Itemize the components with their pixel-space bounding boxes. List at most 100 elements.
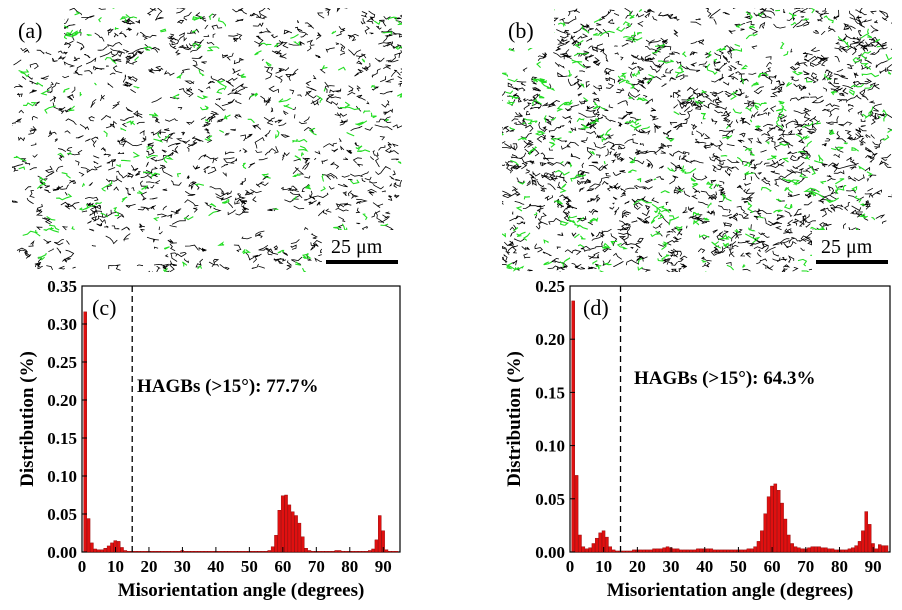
bar-c-17 [137,551,141,553]
bar-d-44 [716,549,720,553]
bar-d-67 [793,546,798,553]
bar-d-39 [699,548,703,553]
bar-d-17 [625,550,629,553]
bar-c-94 [394,551,399,553]
bar-d-56 [756,541,761,553]
bar-d-27 [659,548,663,553]
y-tick-label-c-0.30: 0.30 [47,315,77,334]
histogram-c: 0.00 0.05 0.10 0.15 0.20 0.25 0.30 0.35 0 10 20 30… [17,277,401,601]
bar-c-47 [237,551,241,553]
bar-c-31 [183,551,188,553]
bar-c-89 [378,515,382,553]
scale-bar-a [326,260,398,264]
panel-label-d: (d) [583,295,609,320]
ebsd-map-a: (a) 25 μm [12,8,402,272]
histogram-d: 0.00 0.05 0.10 0.15 0.20 0.25 0 10 20 30 40 50 60 70… [504,277,891,601]
scale-bar-label-a: 25 μm [331,236,383,258]
bar-d-26 [655,548,660,553]
bar-d-53 [746,548,751,553]
x-tick-label-d-80: 80 [831,557,848,576]
bar-d-91 [874,548,879,553]
bar-d-35 [686,549,690,553]
bar-c-4 [93,548,97,553]
bar-c-45 [230,551,235,553]
bar-c-61 [284,494,288,553]
bar-c-16 [133,551,138,553]
x-tick-label-d-40: 40 [696,557,713,576]
bar-d-92 [878,544,882,553]
bar-d-83 [847,548,852,553]
bar-d-5 [584,548,589,553]
plot-frame-c [81,285,401,553]
bar-d-65 [787,534,791,553]
bar-c-51 [250,551,255,553]
bar-c-58 [274,535,278,553]
bar-d-34 [682,549,687,553]
x-tick-label-c-70: 70 [308,557,325,576]
bar-c-57 [270,546,275,553]
bar-c-37 [203,551,208,553]
bar-c-42 [220,551,225,553]
bar-d-21 [638,549,643,553]
bar-c-84 [361,551,365,553]
bar-c-92 [388,551,392,553]
bar-c-79 [344,551,349,553]
bar-c-48 [240,551,245,553]
bar-c-93 [391,551,395,553]
hagb-annotation-c: HAGBs (>15°): 77.7% [137,376,319,397]
bar-c-22 [153,551,158,553]
bar-c-39 [210,551,215,553]
bar-d-16 [622,550,626,553]
bar-c-69 [311,551,315,553]
bar-d-85 [854,545,858,553]
bar-c-3 [90,542,94,553]
y-tick-label-d-0.05: 0.05 [535,490,565,509]
bar-c-54 [260,551,265,553]
x-tick-label-c-0: 0 [78,557,87,576]
bar-d-29 [665,546,670,553]
bar-d-66 [790,543,794,553]
bar-d-61 [773,483,778,553]
bar-d-23 [645,549,650,553]
bar-d-77 [827,548,831,553]
scale-bar-label-b: 25 μm [821,236,873,258]
bar-d-4 [581,546,586,553]
bar-d-48 [729,549,734,553]
bar-d-43 [712,549,717,553]
hagb-annotation-d: HAGBs (>15°): 64.3% [634,368,816,389]
x-axis-c: 0 10 20 30 40 50 60 70 80 90 [78,547,392,576]
y-axis-label-d: Distribution (%) [504,351,525,487]
bar-d-7 [591,543,596,553]
y-axis-c: 0.00 0.05 0.10 0.15 0.20 0.25 0.30 0.35 [47,277,87,562]
bar-c-28 [173,551,178,553]
y-tick-label-d-0.00: 0.00 [535,543,565,562]
bar-d-62 [776,490,781,553]
bar-c-52 [254,551,258,553]
mapB-lines-black-boundaries [502,8,892,272]
bar-d-3 [578,534,582,553]
bar-c-46 [234,551,238,553]
bar-d-1 [571,300,575,553]
bar-d-18 [628,550,633,553]
y-axis-label-c: Distribution (%) [17,351,38,487]
bar-c-35 [197,551,201,553]
x-tick-label-c-30: 30 [174,557,191,576]
bar-c-24 [160,551,164,553]
y-tick-label-d-0.25: 0.25 [535,277,565,296]
bar-d-25 [652,548,656,553]
y-tick-label-c-0.35: 0.35 [47,277,77,296]
ebsd-map-b: (b) 25 μm [502,8,892,272]
grain-boundaries-a [12,8,402,272]
bar-d-86 [857,541,862,553]
bar-d-88 [864,511,869,553]
x-axis-d: 0 10 20 30 40 50 60 70 80 90 [566,547,882,576]
y-axis-d: 0.00 0.05 0.10 0.15 0.20 0.25 [535,277,575,562]
bar-c-77 [337,550,342,553]
bar-c-33 [190,551,195,553]
bar-c-66 [301,536,305,553]
x-tick-label-c-90: 90 [375,557,392,576]
bar-c-60 [280,495,285,553]
bar-c-21 [150,551,154,553]
x-tick-label-d-20: 20 [629,557,646,576]
bar-c-73 [324,551,328,553]
